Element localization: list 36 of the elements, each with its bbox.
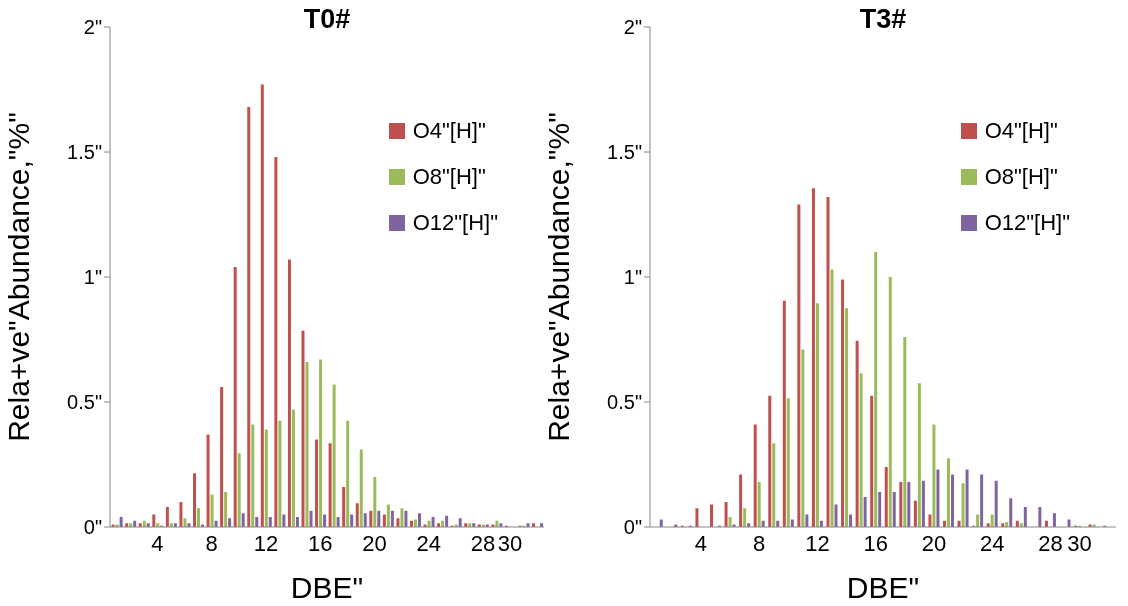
x-tick-label: 20	[362, 530, 387, 556]
x-axis-title: DBE"	[846, 571, 920, 604]
legend-label: O12"[H]"	[984, 209, 1070, 237]
y-tick-label: 1.5"	[67, 141, 102, 164]
x-tick-label: 4	[151, 530, 164, 556]
legend-label: O12"[H]"	[412, 209, 498, 237]
x-tick-label: 24	[979, 530, 1005, 556]
y-tick-label: 1"	[83, 266, 102, 289]
y-tick-label: 0.5"	[607, 391, 642, 414]
x-tick-label: 8	[753, 530, 766, 556]
legend-label: O4"[H]"	[984, 117, 1058, 145]
x-tick-label: 8	[205, 530, 218, 556]
x-tick-label: 12	[253, 530, 279, 556]
y-tick-label: 0"	[623, 516, 642, 539]
y-tick-label: 0.5"	[67, 391, 102, 414]
legend-label: O4"[H]"	[412, 117, 486, 145]
y-tick-label: 1.5"	[607, 141, 642, 164]
x-axis-title: DBE"	[290, 571, 364, 604]
legend-label: O8"[H]"	[412, 163, 486, 191]
x-tick-label: 28	[1038, 530, 1063, 556]
x-tick-label: 16	[863, 530, 888, 556]
x-tick-label: 12	[805, 530, 830, 556]
y-tick-label: 2"	[623, 16, 642, 39]
x-tick-label: 16	[307, 530, 333, 556]
x-tick-label: 30	[1067, 530, 1092, 556]
y-tick-label: 2"	[83, 16, 102, 39]
x-tick-label: 4	[694, 530, 708, 556]
chart-title: T3#	[858, 4, 908, 35]
x-tick-label: 24	[416, 530, 441, 556]
x-tick-label: 30	[497, 530, 523, 556]
x-tick-label: 20	[921, 530, 947, 556]
y-tick-label: 0"	[83, 516, 102, 539]
legend-label: O8"[H]"	[984, 163, 1058, 191]
x-tick-label: 28	[470, 530, 496, 556]
y-tick-label: 1"	[623, 266, 642, 289]
chart-title: T0#	[302, 4, 352, 35]
